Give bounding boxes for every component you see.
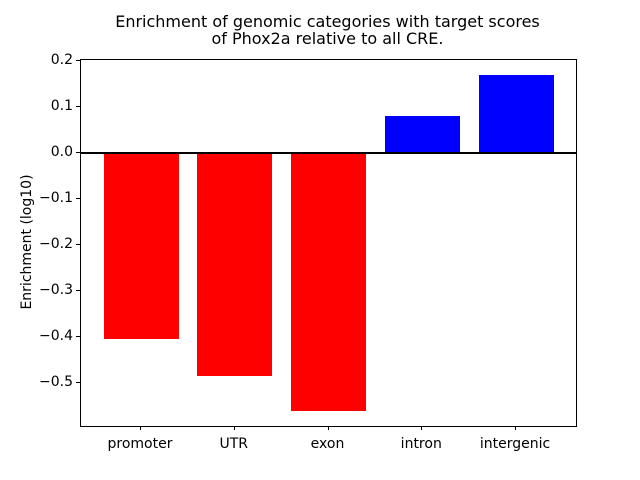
- y-tick-mark-0.2: [76, 59, 80, 61]
- y-tick-mark-0.1: [76, 105, 80, 107]
- chart-title-line-2: of Phox2a relative to all CRE.: [211, 29, 444, 48]
- x-tick-mark-intron: [421, 426, 423, 430]
- y-tick-label-0.2: 0.2: [50, 51, 73, 68]
- y-tick-label-−0.5: −0.5: [39, 373, 73, 390]
- y-tick-label-0.0: 0.0: [50, 143, 73, 160]
- y-tick-mark-−0.3: [76, 289, 80, 291]
- chart-title: Enrichment of genomic categories with ta…: [80, 13, 575, 47]
- y-tick-label-−0.1: −0.1: [39, 189, 73, 206]
- y-tick-label-0.1: 0.1: [50, 97, 73, 114]
- x-tick-label-intron: intron: [400, 436, 442, 452]
- y-tick-mark-−0.4: [76, 335, 80, 337]
- chart-title-line-1: Enrichment of genomic categories with ta…: [115, 12, 540, 31]
- x-tick-mark-intergenic: [515, 426, 516, 430]
- y-tick-label-−0.2: −0.2: [39, 235, 73, 252]
- y-tick-mark-−0.5: [76, 381, 80, 383]
- x-tick-label-intergenic: intergenic: [479, 436, 551, 452]
- x-tick-mark-UTR: [233, 426, 235, 430]
- zero-line: [81, 151, 576, 154]
- bar-UTR: [197, 152, 273, 376]
- x-tick-label-UTR: UTR: [219, 436, 249, 452]
- bar-intergenic: [478, 74, 554, 153]
- bar-exon: [291, 152, 366, 411]
- y-tick-label-−0.3: −0.3: [39, 281, 73, 298]
- x-tick-label-exon: exon: [310, 436, 345, 452]
- y-tick-mark-0.0: [76, 151, 80, 153]
- bar-promoter: [103, 152, 179, 340]
- x-tick-mark-exon: [327, 426, 329, 430]
- bar-intron: [384, 116, 460, 153]
- x-tick-mark-promoter: [140, 426, 141, 430]
- y-tick-mark-−0.2: [76, 243, 80, 245]
- plot-area: [80, 59, 577, 427]
- y-tick-label-−0.4: −0.4: [39, 327, 73, 344]
- x-tick-label-promoter: promoter: [107, 436, 173, 452]
- y-tick-mark-−0.1: [76, 197, 80, 199]
